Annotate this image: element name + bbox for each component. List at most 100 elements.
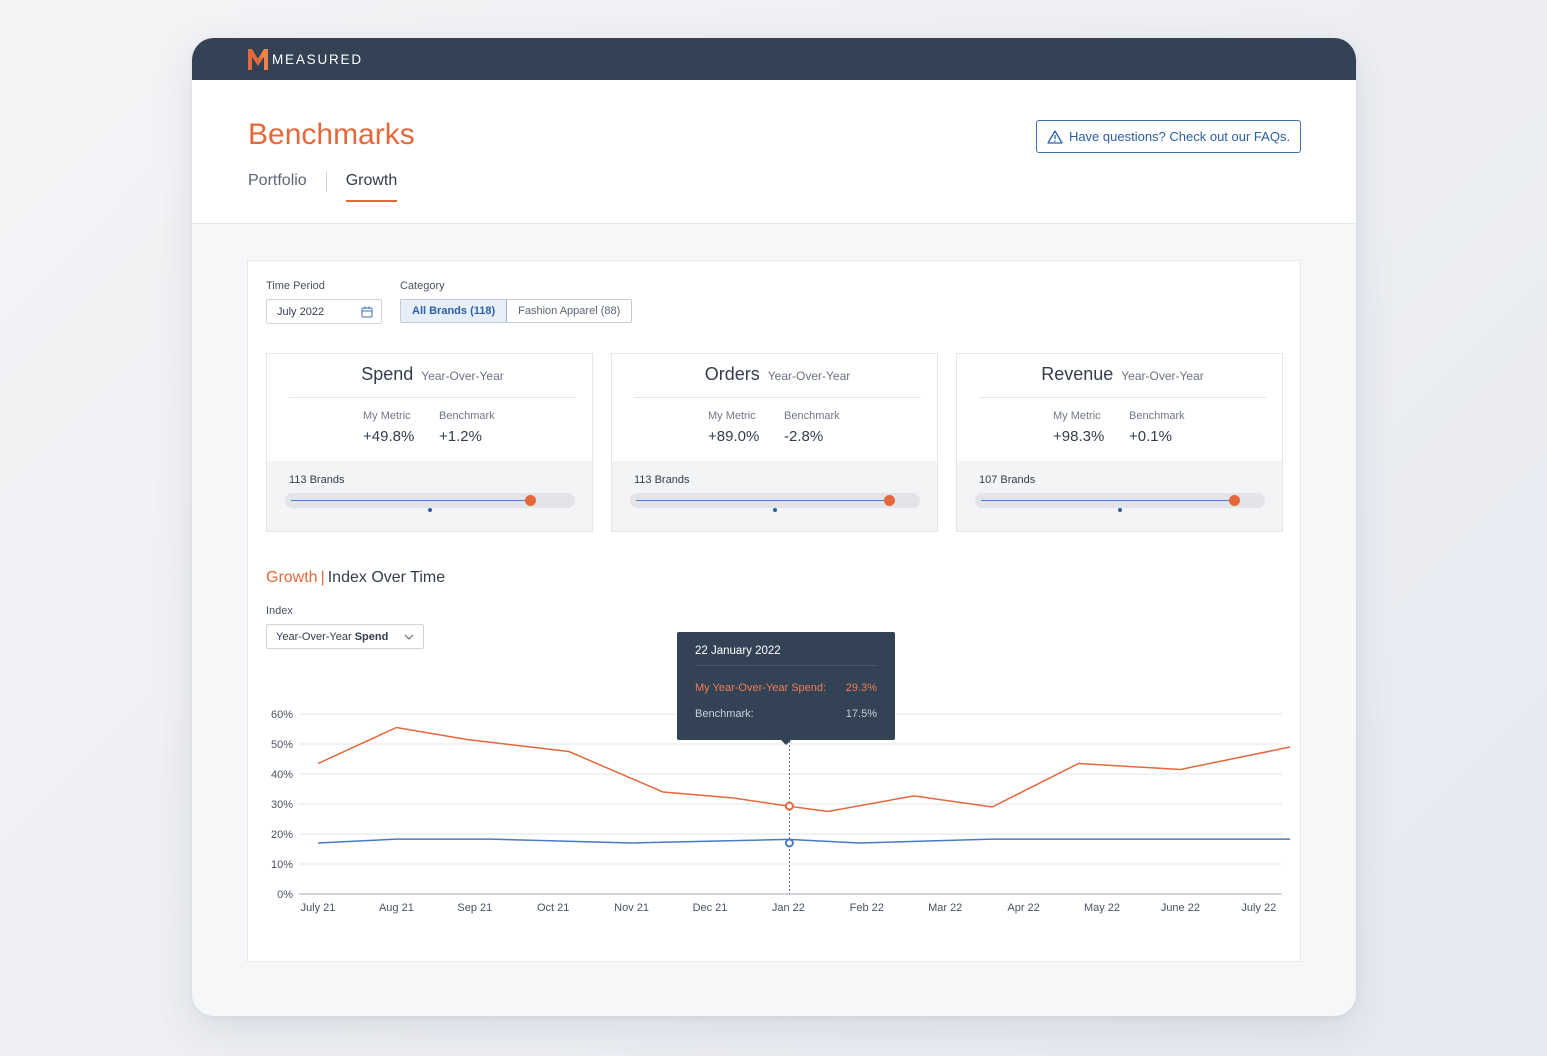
benchmark-metric: Benchmark +0.1% <box>1129 410 1185 445</box>
benchmark-label: Benchmark <box>1129 410 1185 422</box>
x-tick-label: July 22 <box>1241 902 1276 914</box>
section-title-accent: Growth <box>266 569 318 586</box>
x-tick-label: Mar 22 <box>928 902 962 914</box>
brand-count: 113 Brands <box>634 474 690 486</box>
my-metric-label: My Metric <box>1053 410 1101 422</box>
category-label: Category <box>400 280 445 292</box>
chevron-down-icon <box>404 634 414 640</box>
my-metric: My Metric +89.0% <box>708 410 759 445</box>
card-title: Revenue <box>1041 364 1114 384</box>
tooltip-date: 22 January 2022 <box>695 645 781 657</box>
my-metric-value: +98.3% <box>1053 428 1105 445</box>
x-tick-label: Nov 21 <box>614 902 649 914</box>
time-period-label: Time Period <box>266 280 325 292</box>
index-select-bold: Spend <box>354 630 389 643</box>
x-tick-label: Dec 21 <box>693 902 728 914</box>
brand-name: MEASURED <box>272 51 363 67</box>
section-title: Growth | Index Over Time <box>266 569 445 587</box>
chart-tooltip: 22 January 2022 My Year-Over-Year Spend:… <box>677 632 895 745</box>
brand-count: 113 Brands <box>289 474 345 486</box>
top-navigation-bar: MEASURED <box>192 38 1356 80</box>
index-select-prefix: Year-Over-Year <box>276 630 352 643</box>
time-period-input[interactable]: July 2022 <box>266 299 382 324</box>
x-tick-label: Apr 22 <box>1007 902 1039 914</box>
tooltip-divider <box>695 665 877 666</box>
card-subtitle: Year-Over-Year <box>767 369 851 383</box>
warning-icon <box>1047 129 1063 144</box>
my-rank-marker[interactable] <box>1229 495 1241 506</box>
spend-card: Spend Year-Over-Year My Metric +49.8% Be… <box>266 353 593 532</box>
tooltip-benchmark-row: Benchmark: 17.5% <box>695 708 877 720</box>
index-select[interactable]: Year-Over-Year Spend <box>266 624 424 649</box>
calendar-icon[interactable] <box>361 306 373 318</box>
index-over-time-chart[interactable]: 0% 10% 20% 30% 40% 50% 60% July 21 Aug 21 Sep 21 O… <box>248 261 1302 963</box>
category-selector: All Brands (118) Fashion Apparel (88) <box>400 299 633 323</box>
measured-logo-icon[interactable] <box>247 47 269 71</box>
brand-count: 107 Brands <box>979 474 1036 486</box>
card-footer: 113 Brands <box>612 461 937 531</box>
my-metric: My Metric +49.8% <box>363 410 414 445</box>
y-tick-label: 0% <box>277 889 293 901</box>
my-metric-label: My Metric <box>363 410 411 422</box>
tab-growth[interactable]: Growth <box>345 172 398 202</box>
index-label: Index <box>266 605 293 617</box>
tab-bar: Portfolio Growth <box>248 172 398 202</box>
card-subtitle: Year-Over-Year <box>421 369 504 383</box>
card-header: Spend Year-Over-Year <box>289 364 576 398</box>
y-tick-label: 60% <box>271 709 293 721</box>
my-spend-highlight-point[interactable] <box>784 801 794 811</box>
card-title: Orders <box>704 364 760 384</box>
my-metric-label: My Metric <box>708 410 756 422</box>
tab-portfolio[interactable]: Portfolio <box>248 172 307 189</box>
tooltip-arrow <box>781 740 791 745</box>
benchmark-value: +1.2% <box>439 428 482 445</box>
y-tick-label: 10% <box>271 859 293 871</box>
benchmark-series-line <box>317 838 1291 844</box>
y-tick-label: 40% <box>271 769 293 781</box>
x-tick-label: Sep 21 <box>457 902 492 914</box>
index-select-value: Year-Over-Year Spend <box>276 631 388 643</box>
ranking-track <box>630 493 920 508</box>
faq-button[interactable]: Have questions? Check out our FAQs. <box>1036 120 1301 153</box>
benchmark-metric: Benchmark +1.2% <box>439 410 495 445</box>
page-title: Benchmarks <box>248 118 415 151</box>
card-header: Revenue Year-Over-Year <box>979 364 1266 398</box>
x-tick-label: May 22 <box>1084 902 1120 914</box>
y-tick-label: 20% <box>271 829 293 841</box>
growth-panel: Time Period July 2022 Category All Brand… <box>247 260 1301 962</box>
tooltip-my-row: My Year-Over-Year Spend: 29.3% <box>695 682 877 694</box>
tooltip-my-label: My Year-Over-Year Spend: <box>695 682 827 694</box>
page-header: Benchmarks Have questions? Check out our… <box>192 80 1356 224</box>
x-tick-label: Aug 21 <box>379 902 414 914</box>
tooltip-benchmark-value: 17.5% <box>845 708 877 720</box>
x-tick-label: Feb 22 <box>850 902 884 914</box>
benchmark-rank-marker <box>428 508 432 512</box>
section-title-text: Index Over Time <box>327 569 446 586</box>
x-tick-label: Jan 22 <box>772 902 805 914</box>
card-footer: 107 Brands <box>957 461 1282 531</box>
benchmark-label: Benchmark <box>784 410 840 422</box>
benchmark-highlight-point[interactable] <box>784 838 794 848</box>
x-tick-label: June 22 <box>1161 902 1200 914</box>
benchmark-rank-marker <box>1118 508 1122 512</box>
section-title-separator: | <box>320 569 325 586</box>
category-all-brands[interactable]: All Brands (118) <box>401 300 508 322</box>
app-window: MEASURED Benchmarks Have questions? Chec… <box>192 38 1356 1016</box>
my-metric-value: +89.0% <box>708 428 760 445</box>
tab-divider <box>325 172 327 192</box>
my-metric: My Metric +98.3% <box>1053 410 1104 445</box>
x-tick-label: July 21 <box>301 902 336 914</box>
card-footer: 113 Brands <box>267 461 592 531</box>
revenue-card: Revenue Year-Over-Year My Metric +98.3% … <box>956 353 1283 532</box>
my-rank-marker[interactable] <box>884 495 896 506</box>
orders-card: Orders Year-Over-Year My Metric +89.0% B… <box>611 353 938 532</box>
card-title: Spend <box>361 364 414 384</box>
card-subtitle: Year-Over-Year <box>1121 369 1204 383</box>
category-fashion-apparel[interactable]: Fashion Apparel (88) <box>507 300 632 322</box>
tooltip-benchmark-label: Benchmark: <box>695 708 754 720</box>
my-metric-value: +49.8% <box>363 428 415 445</box>
my-spend-series-line <box>317 726 1291 813</box>
ranking-line <box>636 500 890 501</box>
ranking-track <box>975 493 1265 508</box>
my-rank-marker[interactable] <box>524 495 536 506</box>
